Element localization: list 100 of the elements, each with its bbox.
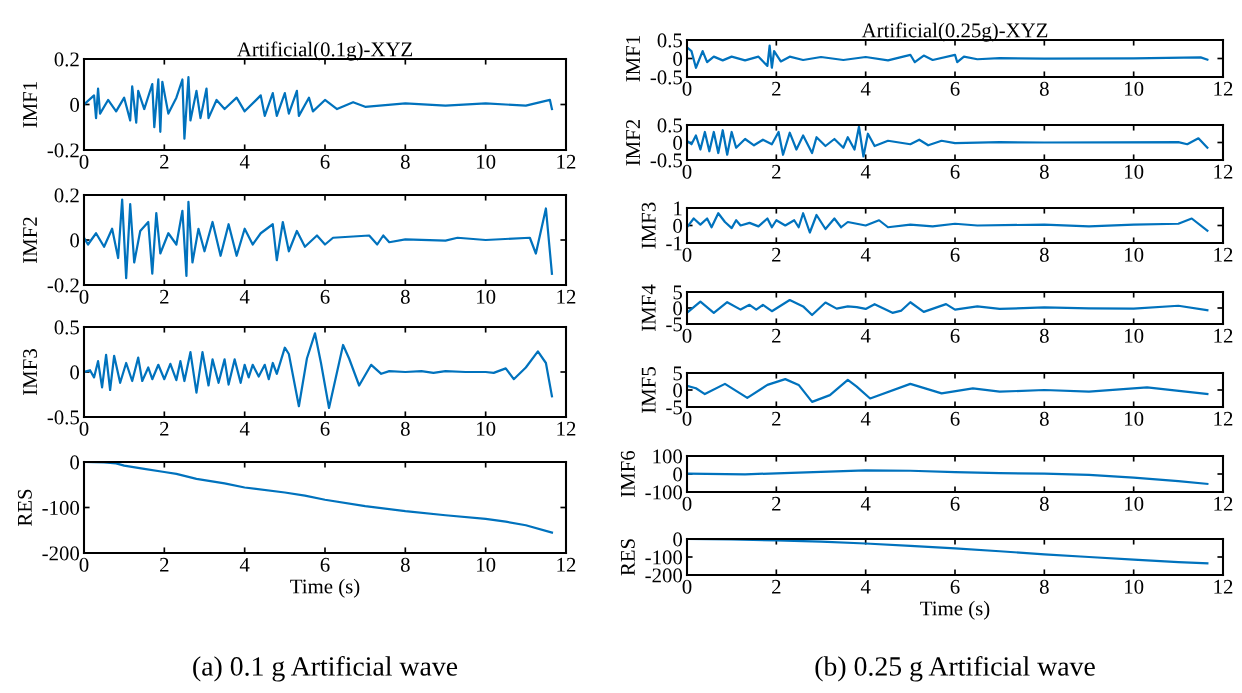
x-tick-label: 6 [950,496,960,511]
x-tick-label: 12 [1214,411,1233,426]
x-tick-label: 8 [1039,247,1049,262]
y-tick-label: 0.5 [657,33,683,48]
line-series [687,298,1209,317]
x-tick-label: 4 [860,328,871,343]
y-tick-label: 0 [70,233,80,248]
y-tick-label: 0.5 [657,118,683,133]
x-tick-label: 2 [772,81,781,96]
x-tick-label: 12 [1214,164,1233,179]
line-series [84,332,554,410]
y-tick-label: -200 [645,568,683,583]
x-tick-label: 2 [772,328,781,343]
line-series [687,44,1209,69]
x-tick-label: 8 [1039,579,1049,594]
x-tick-label: 6 [950,247,960,262]
y-tick-label: 0 [673,532,683,547]
chart-title: Artificial(0.1g)-XYZ [236,41,413,61]
y-tick-label: -5 [666,400,683,415]
y-tick-label: 100 [653,449,683,464]
x-tick-label: 2 [160,557,169,572]
x-tick-label: 6 [950,411,960,426]
x-tick-label: 2 [772,579,781,594]
x-tick-label: 6 [950,164,960,179]
x-tick-label: 4 [239,289,250,304]
x-tick-label: 12 [1214,496,1233,511]
y-tick-label: -0.2 [47,143,79,158]
x-tick-label: 6 [950,579,960,594]
y-tick-label: 0 [70,455,80,470]
x-axis-title: Time (s) [920,600,990,620]
x-tick-label: 10 [1125,411,1144,426]
y-tick-label: 0 [70,97,80,112]
y-tick-label: 5 [673,285,683,300]
line-series [687,378,1209,404]
x-tick-label: 4 [860,579,871,594]
line-series [687,125,1209,158]
x-tick-label: 6 [320,154,330,169]
x-tick-label: 8 [1039,411,1049,426]
x-tick-label: 4 [860,411,871,426]
y-axis-title: IMF3 [23,349,38,395]
y-tick-label: 1 [674,201,682,216]
chart-title: Artificial(0.25g)-XYZ [861,22,1048,42]
y-axis-title: IMF2 [626,119,640,166]
x-tick-label: 2 [160,154,169,169]
x-tick-label: 2 [772,164,781,179]
x-tick-label: 8 [400,154,410,169]
y-tick-label: 0 [70,365,80,380]
y-axis-title: IMF2 [23,217,37,263]
y-axis-title: IMF6 [620,450,635,497]
x-tick-label: 8 [400,289,410,304]
y-tick-label: 0 [673,135,683,150]
x-tick-label: 10 [1125,496,1144,511]
x-tick-label: 8 [400,557,410,572]
x-axis-title: Time (s) [290,578,360,598]
y-tick-label: 0.5 [54,320,80,335]
x-tick-label: 4 [860,81,871,96]
y-tick-label: -0.5 [650,153,683,168]
x-tick-label: 12 [557,557,576,572]
x-tick-label: 8 [1039,164,1049,179]
x-tick-label: 4 [239,557,250,572]
x-tick-label: 10 [1125,81,1144,96]
x-tick-label: 4 [239,421,250,436]
x-tick-label: 2 [160,289,169,304]
y-axis-title: IMF3 [641,202,656,249]
x-tick-label: 2 [772,496,781,511]
x-tick-label: 6 [320,421,330,436]
x-tick-label: 4 [860,496,871,511]
x-tick-label: 8 [1039,328,1049,343]
x-tick-label: 12 [1214,328,1233,343]
x-tick-label: 4 [860,247,871,262]
line-series [687,469,1209,486]
x-tick-label: 10 [1125,328,1144,343]
y-tick-label: -0.5 [650,70,683,85]
y-tick-label: 0.2 [54,188,79,203]
y-tick-label: 0 [673,51,683,66]
x-tick-label: 12 [1214,247,1233,262]
y-tick-label: -0.5 [47,410,80,425]
x-tick-label: 2 [772,411,781,426]
x-tick-label: 6 [950,81,960,96]
y-tick-label: -200 [42,546,80,561]
x-tick-label: 12 [557,289,576,304]
y-axis-title: RES [620,539,635,576]
y-tick-label: 0 [673,467,683,482]
x-tick-label: 2 [772,247,781,262]
x-tick-label: 10 [1125,579,1144,594]
y-tick-label: -5 [666,317,683,332]
y-tick-label: 0 [673,218,683,233]
x-tick-label: 12 [1214,579,1233,594]
y-axis-title: IMF5 [641,367,656,413]
x-tick-label: 8 [1039,81,1049,96]
line-series [84,198,554,280]
y-tick-label: -100 [645,550,683,565]
line-series [84,76,554,140]
y-tick-label: -1 [666,236,682,251]
text: (b) 0.25 g Artificial wave [815,655,1095,682]
x-tick-label: 4 [860,164,871,179]
text: (a) 0.1 g Artificial wave [193,655,458,682]
x-tick-label: 12 [557,154,576,169]
y-axis-title: RES [17,489,32,526]
x-tick-label: 10 [1125,247,1144,262]
